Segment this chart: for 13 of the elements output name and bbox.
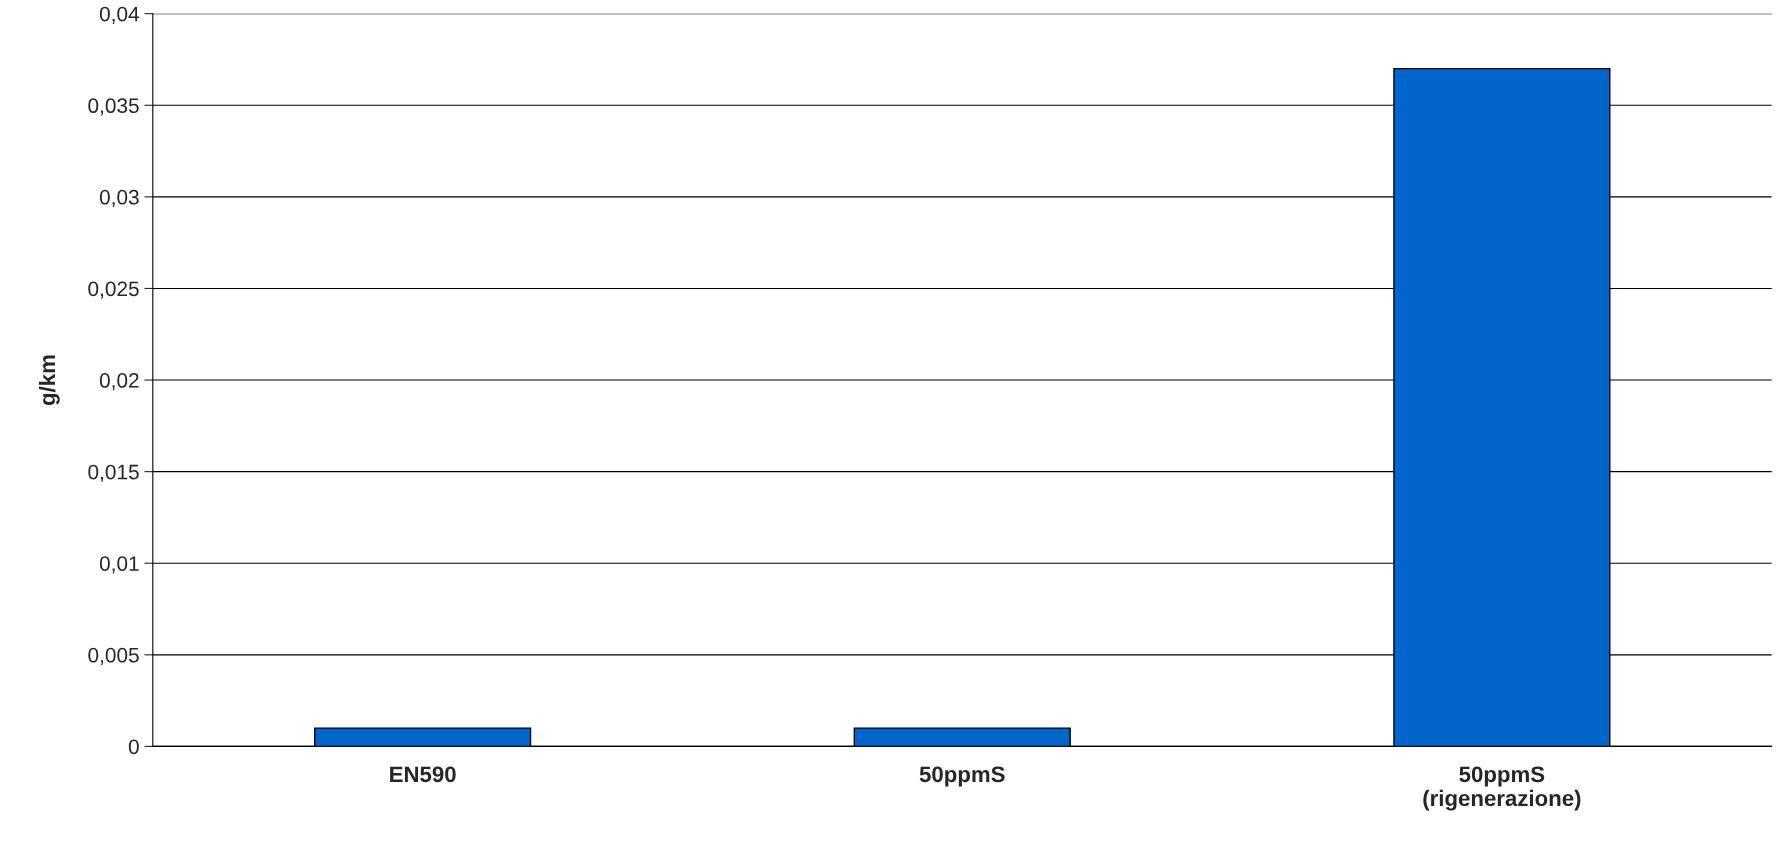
- y-tick-label: 0,04: [99, 6, 140, 24]
- x-tick-label: 50ppmS (rigenerazione): [1423, 766, 1581, 811]
- x-tick-label: 50ppmS: [919, 766, 1005, 787]
- y-tick-label: 0,035: [88, 98, 139, 116]
- y-tick-label: 0,02: [99, 373, 139, 391]
- y-axis-title: g/km: [38, 355, 60, 406]
- y-tick-label: 0,005: [88, 647, 139, 666]
- y-tick-label: 0,025: [88, 281, 139, 299]
- y-tick-label: 0: [128, 739, 139, 755]
- x-tick-label: EN590: [390, 766, 456, 783]
- y-tick-label: 0,03: [99, 189, 139, 208]
- y-tick-label: 0,01: [99, 556, 139, 574]
- y-tick-label: 0,015: [88, 464, 139, 482]
